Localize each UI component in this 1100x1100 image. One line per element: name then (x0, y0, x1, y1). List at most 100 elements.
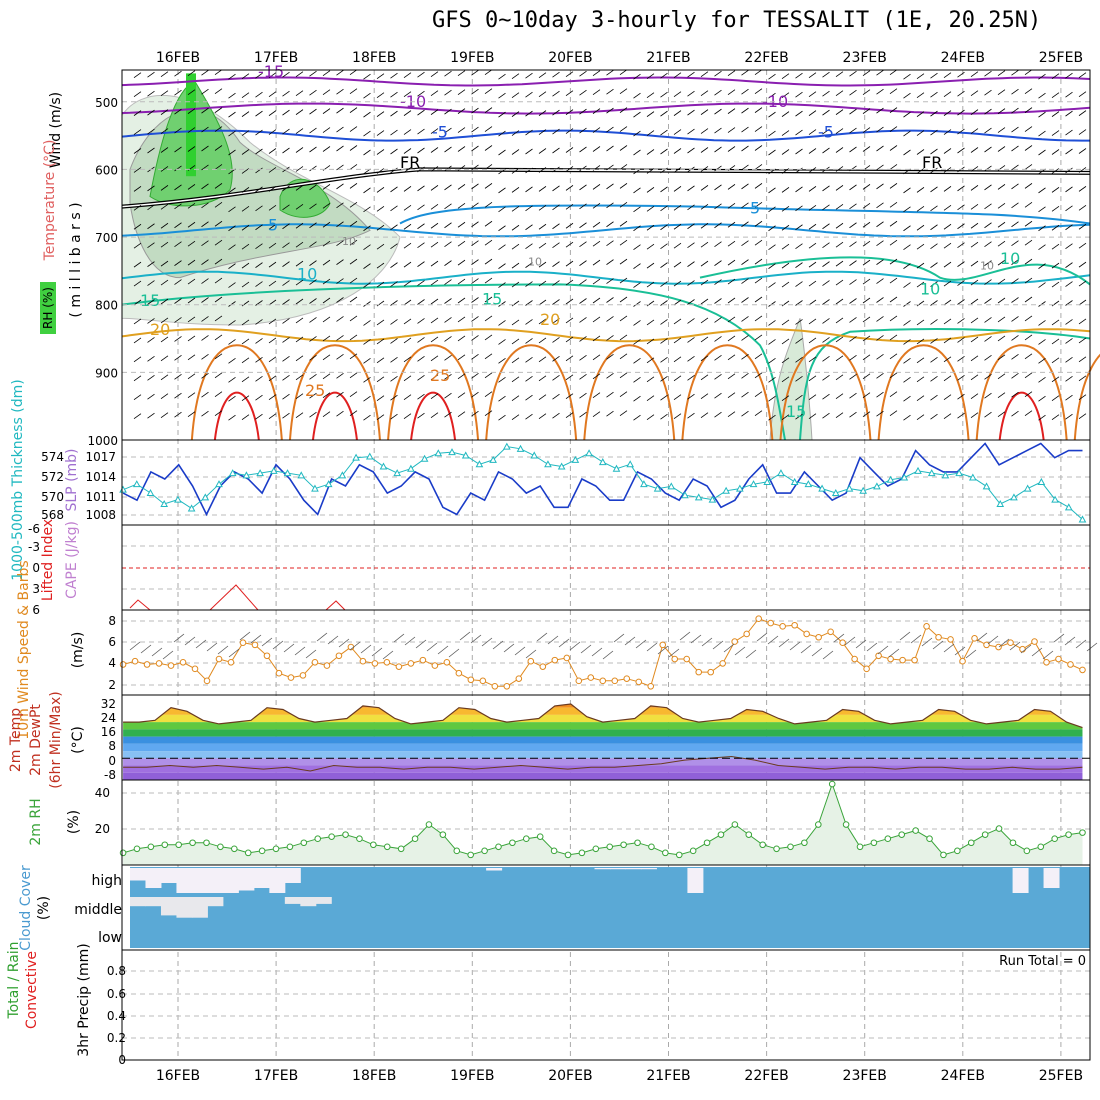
wind-barb (606, 372, 614, 379)
wind-barb (403, 356, 412, 363)
wind-barb (241, 149, 250, 155)
wind-barb (255, 338, 263, 344)
wind-barb (727, 108, 736, 114)
thickness-line-marker (352, 453, 360, 461)
wind-barb (349, 88, 358, 95)
wind-barb (363, 376, 371, 383)
rh-line-marker (842, 821, 850, 828)
wind-speed-line-marker (887, 655, 894, 663)
wind-barb (1065, 91, 1073, 98)
wind-barb (943, 356, 952, 363)
wind-barb (1038, 320, 1046, 326)
wind-barb (160, 147, 169, 153)
wind-barb (295, 336, 304, 343)
wind-barb (1038, 263, 1046, 269)
wind-barb (835, 90, 844, 97)
wind-barb (376, 111, 385, 117)
wind-barb (282, 299, 290, 305)
wind-barb (201, 259, 209, 265)
wind-barb (1011, 221, 1019, 228)
wind-barb (930, 394, 938, 401)
thickness-line-marker (1078, 515, 1087, 523)
wind-barb (511, 111, 520, 117)
wind-speed-line-marker (395, 663, 403, 670)
wind-barb (741, 240, 749, 247)
wind-speed-line-marker (959, 657, 966, 665)
date-label-top: 19FEB (450, 50, 494, 66)
axis-label: RH (%) (41, 287, 55, 329)
wind-speed-line-marker (899, 656, 906, 664)
temperature-contour (583, 344, 676, 441)
wind-barb (295, 241, 304, 248)
wind-barb (1038, 111, 1046, 118)
wind-barb (187, 108, 196, 114)
wind-barb (457, 392, 466, 399)
wind-barb (700, 90, 709, 97)
wind-barb (700, 336, 709, 343)
wind-barb (700, 203, 709, 210)
wind-barb (1078, 167, 1087, 173)
wind-barb (714, 260, 722, 266)
wind-barb (741, 316, 749, 322)
thickness-line-marker (694, 493, 703, 501)
wind-barb (844, 636, 856, 646)
wind-barb (957, 299, 965, 305)
wind-speed-line-marker (767, 619, 774, 627)
wind-barb (592, 127, 601, 133)
wind-barb (862, 392, 871, 399)
wind-barb (295, 109, 304, 115)
temperature-contour (213, 391, 260, 441)
wind-barb (282, 337, 290, 343)
freezing-line-inner (121, 168, 1091, 208)
wind-barb (646, 642, 658, 652)
wind-barb (147, 109, 155, 116)
wind-barb (457, 240, 466, 247)
axis-label: 3hr Precip (mm) (76, 943, 92, 1056)
wind-barb (646, 376, 655, 383)
rh-line-marker (509, 839, 516, 847)
wind-barb (579, 336, 587, 342)
wind-barb (646, 92, 655, 99)
wind-barb (633, 206, 641, 213)
wind-barb (700, 260, 709, 267)
wind-barb (646, 338, 655, 345)
wind-barb (471, 391, 479, 398)
wind-barb (1011, 278, 1019, 284)
wind-barb (916, 300, 925, 307)
wind-barb (700, 317, 709, 324)
wind-barb (673, 242, 682, 249)
axis-label: Convective (24, 951, 40, 1029)
wind-barb (876, 69, 884, 76)
y-tick-label: 6 (32, 603, 40, 617)
wind-barb (800, 644, 812, 654)
wind-barb (633, 376, 641, 383)
wind-barb (1024, 410, 1033, 416)
wind-barb (660, 413, 668, 420)
wind-barb (579, 165, 587, 172)
wind-barb (484, 410, 493, 416)
thickness-line-marker (269, 466, 278, 474)
wind-barb (673, 204, 682, 211)
thickness-line-marker (1037, 477, 1046, 485)
wind-barb (592, 240, 601, 247)
wind-barb (565, 336, 574, 343)
wind-speed-line-marker (407, 660, 415, 667)
wind-barb (174, 241, 182, 248)
wind-barb (984, 127, 992, 134)
wind-barb (862, 70, 871, 77)
rh-line-marker (203, 839, 210, 847)
y-tick-label: 1014 (85, 470, 116, 484)
wind-barb (201, 297, 209, 303)
wind-barb (943, 204, 952, 211)
wind-barb (538, 148, 547, 154)
wind-barb (592, 354, 601, 361)
wind-barb (1011, 145, 1019, 152)
wind-barb (1086, 642, 1098, 652)
wind-barb (569, 641, 581, 651)
wind-barb (349, 164, 358, 170)
wind-barb (390, 394, 398, 401)
wind-barb (768, 320, 776, 326)
wind-barb (592, 108, 601, 114)
wind-barb (403, 261, 412, 268)
wind-barb (808, 91, 817, 98)
